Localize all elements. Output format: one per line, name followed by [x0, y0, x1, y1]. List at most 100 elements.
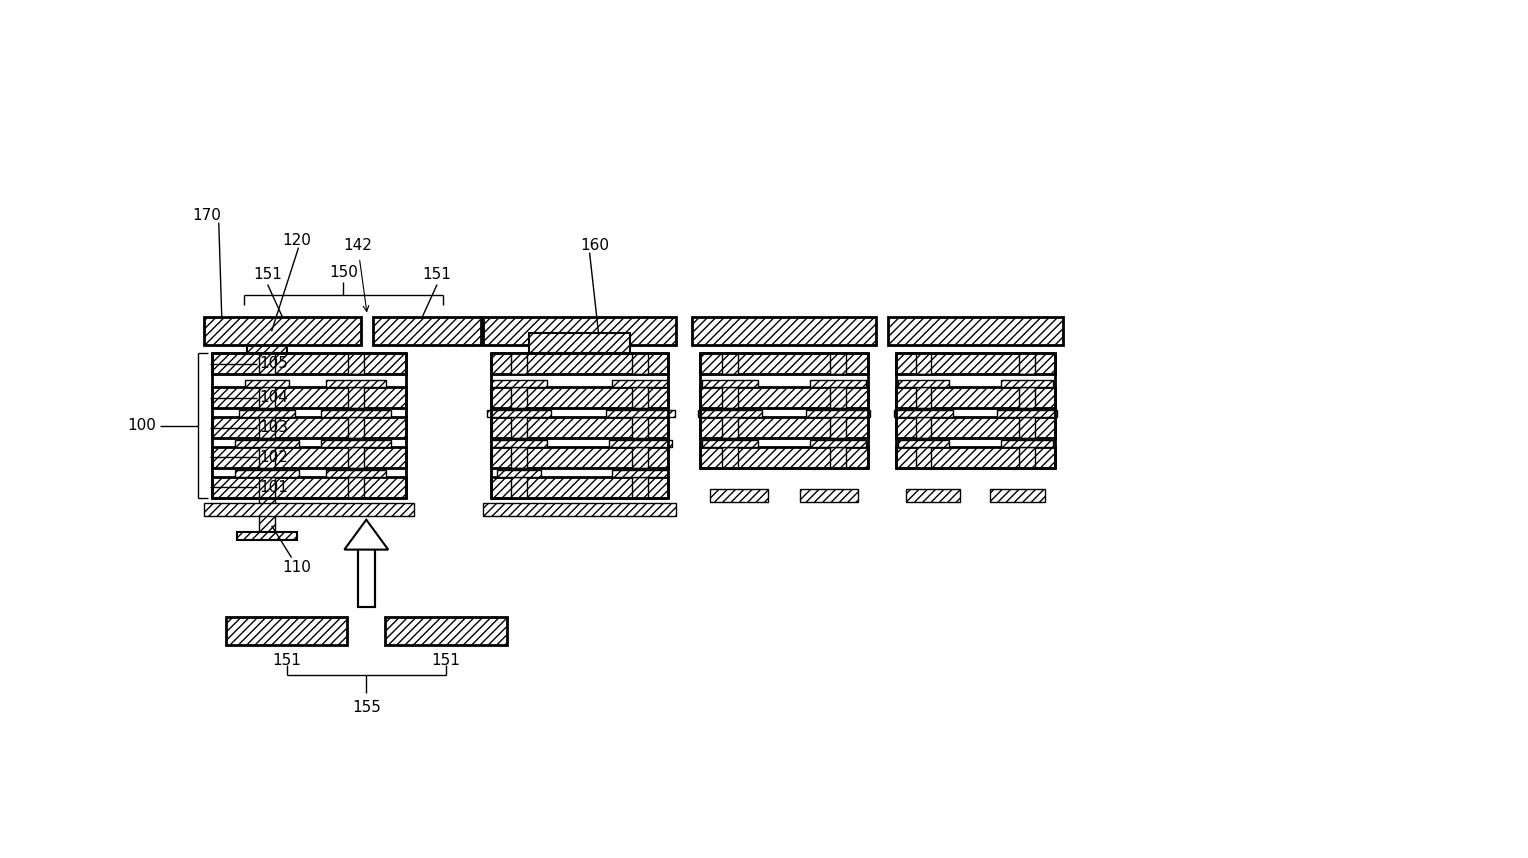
Bar — [723, 447, 738, 468]
Bar — [321, 410, 391, 417]
Bar — [212, 447, 406, 468]
Bar — [605, 410, 675, 417]
Bar — [888, 317, 1063, 345]
Bar — [895, 353, 1054, 374]
Text: 102: 102 — [260, 450, 289, 465]
Bar — [700, 447, 868, 468]
Bar — [723, 417, 738, 438]
Bar — [490, 440, 547, 447]
Bar — [915, 353, 932, 374]
Bar — [490, 353, 668, 374]
Bar — [633, 477, 648, 498]
Bar — [385, 618, 507, 645]
Bar — [321, 440, 391, 447]
Bar — [830, 417, 845, 438]
Bar — [258, 447, 275, 468]
Bar — [327, 380, 387, 387]
Bar — [1019, 353, 1034, 374]
Text: 110: 110 — [283, 559, 312, 575]
Bar — [1019, 447, 1034, 468]
Bar — [633, 447, 648, 468]
Bar — [244, 380, 289, 387]
Bar — [237, 532, 296, 540]
Bar — [203, 317, 361, 345]
Bar — [692, 317, 876, 345]
Bar — [258, 387, 275, 408]
Bar — [258, 496, 275, 534]
Bar — [698, 410, 762, 417]
Bar — [348, 387, 364, 408]
Text: 100: 100 — [127, 418, 156, 433]
Bar — [810, 440, 866, 447]
Bar — [510, 417, 527, 438]
Polygon shape — [344, 520, 388, 550]
Bar — [258, 353, 275, 374]
Bar — [895, 417, 1054, 438]
Bar — [348, 353, 364, 374]
Bar — [510, 353, 527, 374]
Text: 151: 151 — [431, 653, 460, 668]
Bar — [1001, 440, 1053, 447]
Bar — [830, 447, 845, 468]
Text: 150: 150 — [329, 265, 358, 281]
Bar — [633, 417, 648, 438]
Bar — [212, 353, 406, 374]
Text: 105: 105 — [260, 356, 289, 372]
Text: 151: 151 — [423, 268, 451, 282]
Bar — [703, 380, 758, 387]
Bar — [212, 417, 406, 438]
Bar — [490, 477, 668, 498]
Bar — [723, 353, 738, 374]
Bar — [723, 387, 738, 408]
Text: 120: 120 — [283, 233, 312, 248]
Bar — [490, 447, 668, 468]
Bar — [613, 380, 668, 387]
Bar — [830, 353, 845, 374]
Bar — [510, 387, 527, 408]
Bar — [906, 489, 961, 502]
Bar — [633, 353, 648, 374]
Bar — [830, 387, 845, 408]
Bar — [700, 417, 868, 438]
Bar — [700, 353, 868, 374]
Bar — [810, 380, 866, 387]
Bar — [238, 410, 295, 417]
Text: 104: 104 — [260, 390, 289, 405]
Bar — [258, 417, 275, 438]
Text: 151: 151 — [254, 268, 283, 282]
Bar — [497, 470, 541, 477]
Bar — [490, 387, 668, 408]
Text: 101: 101 — [260, 480, 289, 495]
Bar — [226, 618, 347, 645]
Bar — [1019, 417, 1034, 438]
Bar — [1019, 387, 1034, 408]
Bar — [203, 503, 414, 516]
Text: 170: 170 — [193, 208, 222, 223]
Bar — [348, 417, 364, 438]
Bar — [348, 447, 364, 468]
Bar — [799, 489, 857, 502]
Bar — [490, 380, 547, 387]
Text: 103: 103 — [260, 420, 289, 435]
Bar — [327, 470, 387, 477]
Bar — [235, 440, 298, 447]
Text: 160: 160 — [581, 238, 610, 252]
Bar — [483, 503, 677, 516]
Bar — [358, 546, 374, 607]
Bar — [487, 410, 550, 417]
Bar — [703, 440, 758, 447]
Bar — [348, 477, 364, 498]
Bar — [711, 489, 769, 502]
Bar — [258, 477, 275, 498]
Bar — [915, 387, 932, 408]
Text: 142: 142 — [342, 238, 371, 252]
Bar — [608, 440, 672, 447]
Bar — [483, 317, 677, 345]
Bar — [490, 417, 668, 438]
Text: 151: 151 — [272, 653, 301, 668]
Bar — [895, 387, 1054, 408]
Bar — [897, 380, 949, 387]
Bar — [915, 417, 932, 438]
Bar — [235, 470, 298, 477]
Bar — [529, 333, 631, 353]
